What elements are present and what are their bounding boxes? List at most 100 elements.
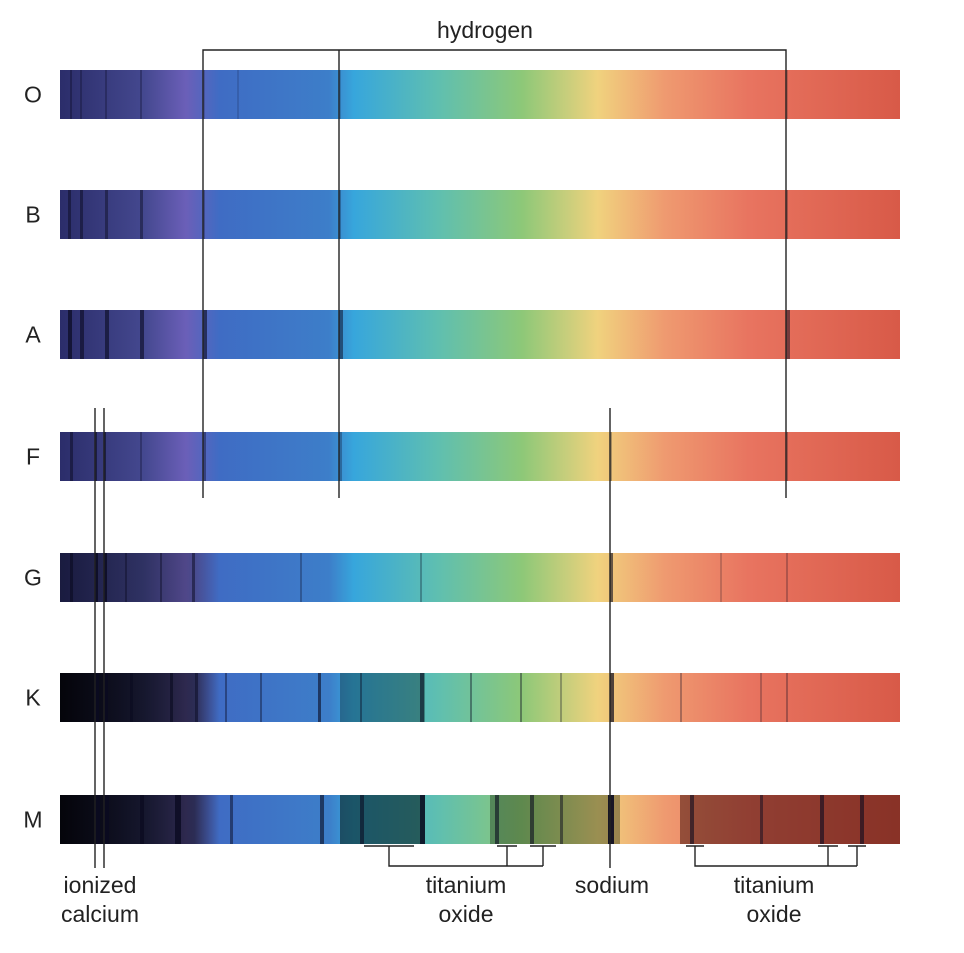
absorption-line <box>95 553 98 602</box>
absorption-line <box>608 795 614 844</box>
absorption-line <box>786 310 790 359</box>
absorption-line <box>104 795 109 844</box>
absorption-line <box>104 432 106 481</box>
absorption-line <box>140 70 142 119</box>
spectrum-row: G <box>24 553 900 602</box>
absorption-line <box>140 310 144 359</box>
absorption-line <box>260 673 262 722</box>
absorption-line <box>195 673 198 722</box>
absorption-line <box>95 795 100 844</box>
spectrum-row: B <box>25 190 900 239</box>
absorption-line <box>786 553 788 602</box>
spectrum-row: F <box>26 432 900 481</box>
absorption-line <box>610 673 614 722</box>
spectrum <box>60 70 900 119</box>
spectrum-shade <box>60 673 900 722</box>
spectral-class-label: F <box>26 444 40 470</box>
absorption-line <box>237 70 239 119</box>
hydrogen-bracket <box>202 49 787 498</box>
spectral-class-label: O <box>24 82 42 108</box>
sodium-label: sodium <box>575 872 649 898</box>
absorption-line <box>360 673 362 722</box>
absorption-line <box>360 795 364 844</box>
absorption-line <box>203 70 205 119</box>
absorption-line <box>160 553 162 602</box>
titanium-oxide-bracket <box>686 845 866 867</box>
absorption-line <box>318 673 321 722</box>
absorption-line <box>140 190 143 239</box>
absorption-line <box>420 673 424 722</box>
absorption-line <box>339 190 341 239</box>
absorption-line <box>530 795 534 844</box>
absorption-line <box>786 190 788 239</box>
absorption-line <box>680 673 682 722</box>
absorption-line <box>130 673 133 722</box>
absorption-line <box>80 70 82 119</box>
absorption-line <box>720 553 722 602</box>
spectrum-shade <box>60 553 900 602</box>
titanium-oxide-label: oxide <box>439 901 494 927</box>
spectrum-row: O <box>24 70 900 119</box>
titanium-oxide-bracket <box>364 845 556 867</box>
absorption-line <box>760 795 763 844</box>
calcium-label: ionized <box>64 872 137 898</box>
absorption-line <box>70 70 72 119</box>
spectrum <box>60 190 900 239</box>
spectral-class-label: A <box>25 322 41 348</box>
calcium-label: calcium <box>61 901 139 927</box>
absorption-line <box>80 310 84 359</box>
absorption-line <box>80 190 83 239</box>
absorption-line <box>140 432 142 481</box>
absorption-line <box>300 553 302 602</box>
line-markers <box>94 49 866 868</box>
absorption-line <box>125 553 127 602</box>
spectrum-shade <box>680 795 900 844</box>
titanium-oxide-label: titanium <box>426 872 507 898</box>
absorption-line <box>105 310 109 359</box>
absorption-line <box>339 310 343 359</box>
absorption-line <box>203 190 205 239</box>
absorption-line <box>820 795 824 844</box>
absorption-line <box>786 70 788 119</box>
absorption-line <box>140 795 144 844</box>
spectrum-shade <box>340 673 425 722</box>
spectral-class-label: B <box>25 202 40 228</box>
absorption-line <box>420 553 422 602</box>
absorption-line <box>320 795 324 844</box>
titanium-oxide-label: titanium <box>734 872 815 898</box>
hydrogen-label: hydrogen <box>437 17 533 43</box>
spectrum-shade <box>340 795 425 844</box>
spectrum-shade <box>490 795 620 844</box>
absorption-line <box>105 190 108 239</box>
absorption-line <box>760 673 762 722</box>
spectral-class-label: M <box>23 807 42 833</box>
absorption-line <box>203 310 207 359</box>
absorption-line <box>610 553 613 602</box>
absorption-line <box>610 432 612 481</box>
absorption-line <box>420 795 425 844</box>
spectrum <box>60 432 900 481</box>
absorption-line <box>95 673 99 722</box>
absorption-line <box>339 432 342 481</box>
spectrum <box>60 310 900 359</box>
absorption-line <box>560 795 563 844</box>
absorption-line <box>192 553 195 602</box>
absorption-line <box>95 432 97 481</box>
absorption-line <box>230 795 233 844</box>
absorption-line <box>470 673 472 722</box>
absorption-line <box>70 553 73 602</box>
spectra-rows: O B A F G K M <box>23 70 900 844</box>
absorption-line <box>690 795 694 844</box>
absorption-line <box>175 795 181 844</box>
absorption-line <box>225 673 227 722</box>
spectrum-row: A <box>25 310 900 359</box>
absorption-line <box>495 795 499 844</box>
absorption-line <box>70 432 73 481</box>
spectrum-row: M <box>23 795 900 844</box>
absorption-line <box>104 673 108 722</box>
absorption-line <box>170 673 173 722</box>
absorption-line <box>203 432 206 481</box>
absorption-line <box>104 553 107 602</box>
spectrum-row: K <box>25 673 900 722</box>
